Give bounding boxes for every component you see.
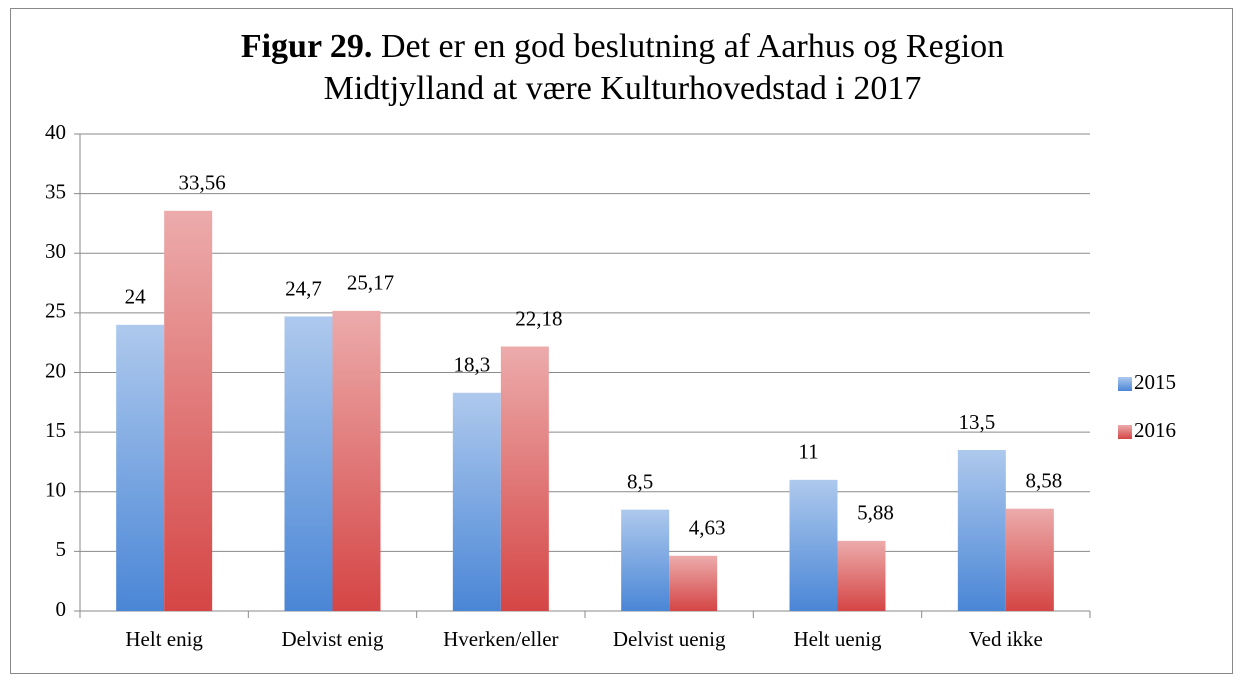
x-tick-label: Delvist uenig bbox=[613, 627, 726, 651]
data-label: 22,18 bbox=[515, 306, 562, 330]
data-label: 13,5 bbox=[958, 410, 995, 434]
y-tick-label: 10 bbox=[45, 478, 66, 502]
y-tick-label: 35 bbox=[45, 179, 66, 203]
x-tick-label: Hverken/eller bbox=[443, 627, 558, 651]
legend-swatch bbox=[1118, 425, 1132, 439]
x-tick-label: Ved ikke bbox=[969, 627, 1043, 651]
y-tick-label: 30 bbox=[45, 239, 66, 263]
y-tick-label: 15 bbox=[45, 418, 66, 442]
title-text: Det er en god beslutning af Aarhus og Re… bbox=[323, 28, 1005, 107]
bar bbox=[837, 540, 886, 611]
legend-swatch bbox=[1118, 377, 1132, 391]
bar bbox=[789, 479, 838, 611]
data-label: 8,5 bbox=[627, 469, 653, 493]
data-label: 25,17 bbox=[347, 271, 394, 295]
x-tick-label: Delvist enig bbox=[281, 627, 384, 651]
y-tick-label: 25 bbox=[45, 299, 66, 323]
data-label: 33,56 bbox=[179, 171, 226, 195]
bar bbox=[957, 450, 1006, 611]
x-tick-label: Helt uenig bbox=[793, 627, 882, 651]
bar bbox=[1005, 508, 1054, 611]
data-label: 4,63 bbox=[689, 516, 726, 540]
title-prefix: Figur 29. bbox=[240, 28, 373, 65]
y-tick-label: 20 bbox=[45, 358, 66, 382]
data-label: 18,3 bbox=[453, 353, 490, 377]
bar bbox=[452, 392, 501, 611]
bar bbox=[164, 210, 213, 611]
bar bbox=[332, 310, 381, 611]
data-label: 24 bbox=[125, 285, 147, 309]
data-label: 11 bbox=[798, 440, 818, 464]
data-label: 8,58 bbox=[1025, 468, 1062, 492]
data-label: 5,88 bbox=[857, 501, 894, 525]
legend-label: 2015 bbox=[1134, 370, 1176, 394]
bar bbox=[284, 316, 333, 611]
bar bbox=[621, 509, 670, 611]
data-label: 24,7 bbox=[285, 276, 322, 300]
y-tick-label: 5 bbox=[56, 537, 67, 561]
bar bbox=[116, 324, 165, 611]
x-tick-label: Helt enig bbox=[125, 627, 203, 651]
chart-title: Figur 29. Det er en god beslutning af Aa… bbox=[160, 26, 1085, 110]
y-tick-label: 40 bbox=[45, 120, 66, 144]
bar bbox=[669, 555, 718, 611]
y-tick-label: 0 bbox=[56, 597, 67, 621]
bar bbox=[500, 346, 549, 611]
legend-label: 2016 bbox=[1134, 418, 1176, 442]
chart-frame bbox=[10, 8, 1233, 674]
